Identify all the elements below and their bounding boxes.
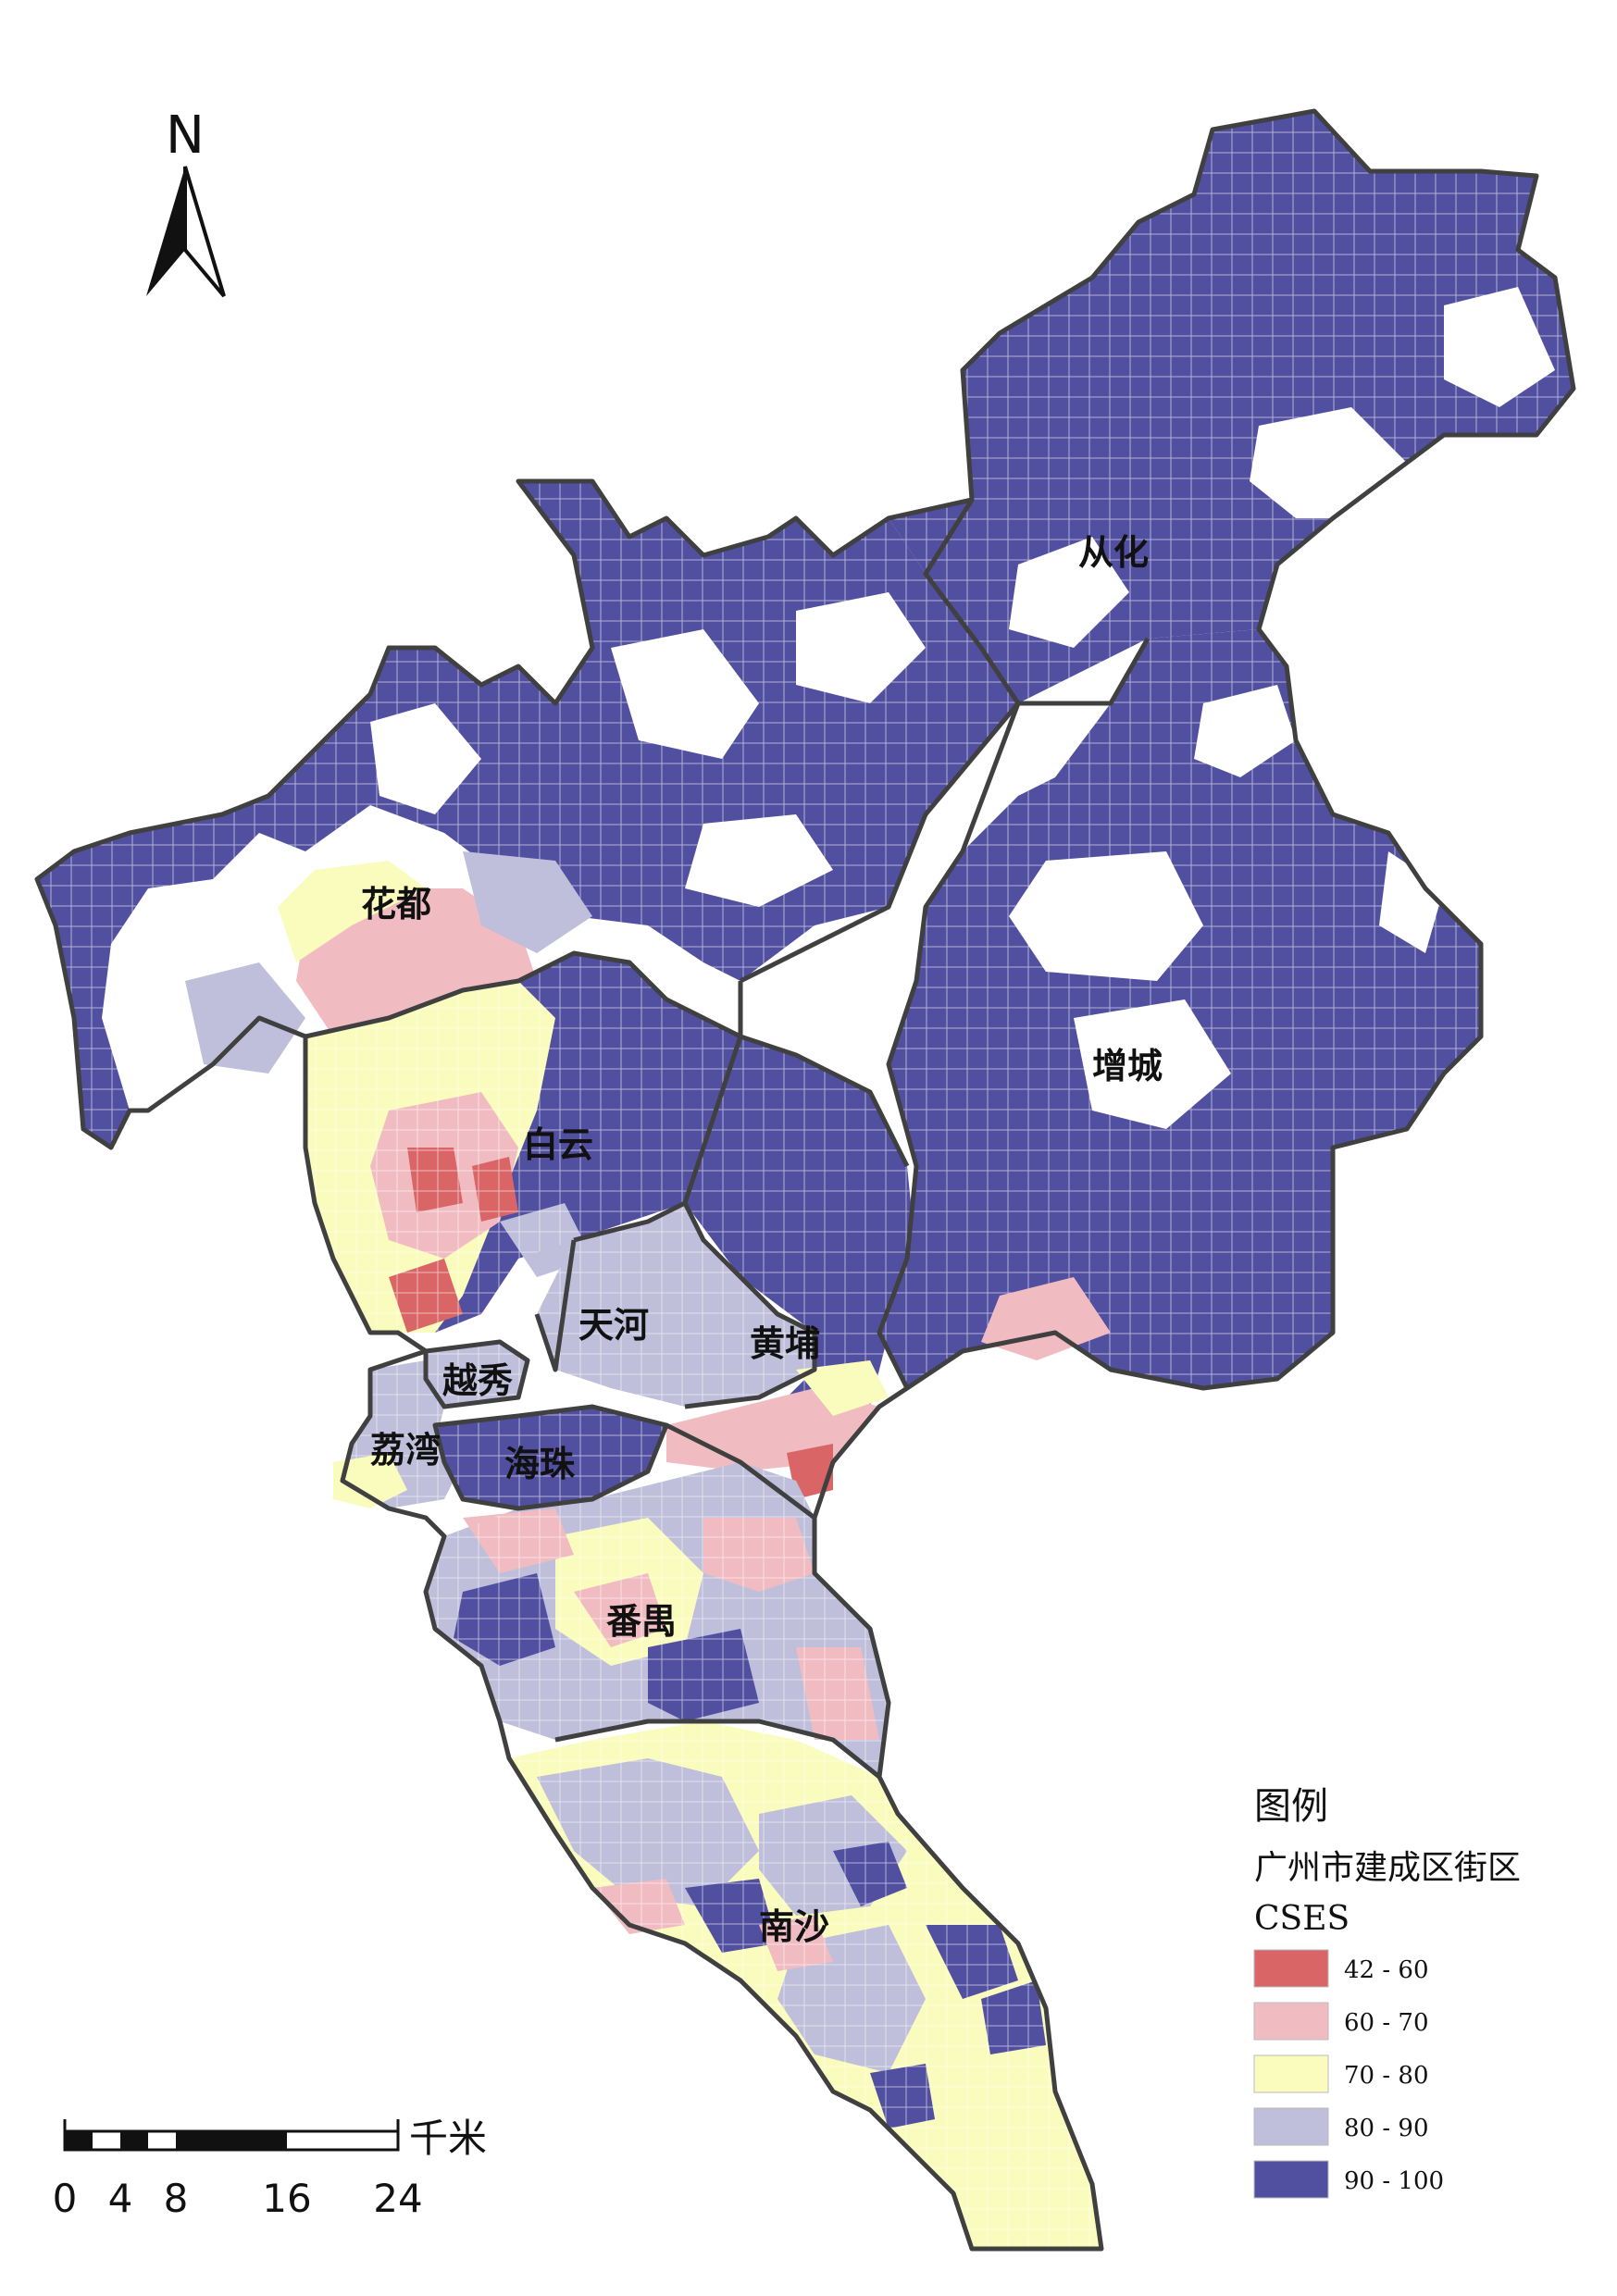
scale-bar: 千米 0 4 8 16 24 (53, 2116, 487, 2221)
legend-swatch-70-80 (1253, 2054, 1329, 2093)
haizhu-region (435, 1407, 666, 1508)
north-arrow: N (146, 105, 226, 298)
huadu-urban-zone (185, 851, 592, 1074)
scale-bar-unit: 千米 (409, 2116, 487, 2161)
scale-tick-0: 0 (53, 2176, 78, 2221)
legend-range-60-70: 60 - 70 (1344, 2009, 1428, 2037)
scale-tick-8: 8 (164, 2176, 189, 2221)
district-label-haizhu: 海珠 (504, 1444, 576, 1484)
conghua-region (889, 111, 1573, 703)
legend-swatch-42-60 (1253, 1949, 1329, 1988)
north-arrow-label: N (166, 105, 205, 166)
huangpu-region (666, 1036, 916, 1499)
legend-range-80-90: 80 - 90 (1344, 2115, 1428, 2142)
district-label-tianhe: 天河 (578, 1305, 649, 1346)
legend-layer-name: 广州市建成区街区 (1254, 1849, 1521, 1887)
scale-tick-16: 16 (262, 2176, 311, 2221)
legend-swatch-90-100 (1253, 2160, 1329, 2199)
legend-field-name: CSES (1254, 1900, 1350, 1938)
scale-tick-24: 24 (373, 2176, 422, 2221)
district-label-panyu: 番禺 (606, 1601, 677, 1642)
district-label-liwan: 荔湾 (370, 1430, 441, 1471)
north-arrow-icon (146, 167, 185, 296)
baiyun-region (305, 953, 759, 1333)
district-label-nansha: 南沙 (759, 1906, 829, 1947)
legend-range-42-60: 42 - 60 (1344, 1956, 1428, 1984)
legend: 图例 广州市建成区街区 CSES 42 - 60 60 - 70 70 - 80… (1253, 1785, 1521, 2199)
legend-range-90-100: 90 - 100 (1344, 2167, 1444, 2195)
district-label-huadu: 花都 (361, 884, 431, 925)
district-labels: 从化 花都 增城 白云 天河 黄埔 越秀 荔湾 海珠 番禺 南沙 (361, 532, 1163, 1947)
district-label-yuexiu: 越秀 (442, 1360, 513, 1401)
legend-range-70-80: 70 - 80 (1344, 2062, 1428, 2090)
panyu-region (426, 1462, 889, 1777)
legend-swatch-60-70 (1253, 2002, 1329, 2041)
legend-swatch-80-90 (1253, 2107, 1329, 2146)
tianhe-region (537, 1203, 815, 1407)
district-label-baiyun: 白云 (523, 1124, 593, 1165)
scale-tick-4: 4 (108, 2176, 133, 2221)
district-label-conghua: 从化 (1078, 532, 1149, 573)
district-label-zengcheng: 增城 (1092, 1046, 1163, 1086)
yuexiu-region (426, 1342, 528, 1407)
district-boundaries (34, 108, 1576, 2252)
legend-title: 图例 (1254, 1785, 1328, 1828)
district-label-huangpu: 黄埔 (750, 1323, 820, 1364)
huadu-baiyun-north-region (37, 481, 1018, 1148)
nansha-region (509, 1721, 1101, 2249)
